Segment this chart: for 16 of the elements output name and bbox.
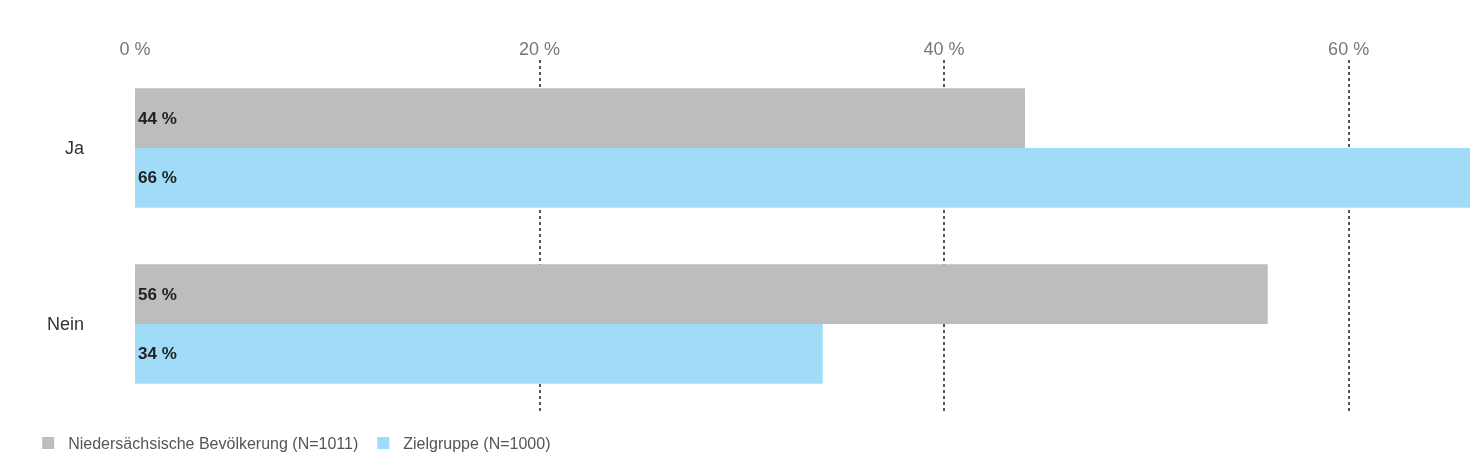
x-tick-label: 0 % <box>119 39 151 60</box>
bar <box>135 148 1470 208</box>
y-tick-label: Ja <box>64 138 85 159</box>
data-label: 56 % <box>138 284 177 304</box>
bar <box>135 88 1025 148</box>
data-label: 34 % <box>138 344 177 364</box>
bar <box>135 324 823 384</box>
data-label: 44 % <box>138 108 177 128</box>
x-tick-label: 20 % <box>519 39 561 60</box>
legend-label: Niedersächsische Bevölkerung (N=1011) <box>68 435 359 453</box>
x-tick-label: 60 % <box>1328 39 1370 60</box>
y-tick-label: Nein <box>46 314 84 335</box>
legend-label: Zielgruppe (N=1000) <box>403 435 551 453</box>
x-tick-label: 40 % <box>923 39 965 60</box>
bar <box>135 264 1268 324</box>
data-label: 66 % <box>138 168 177 188</box>
